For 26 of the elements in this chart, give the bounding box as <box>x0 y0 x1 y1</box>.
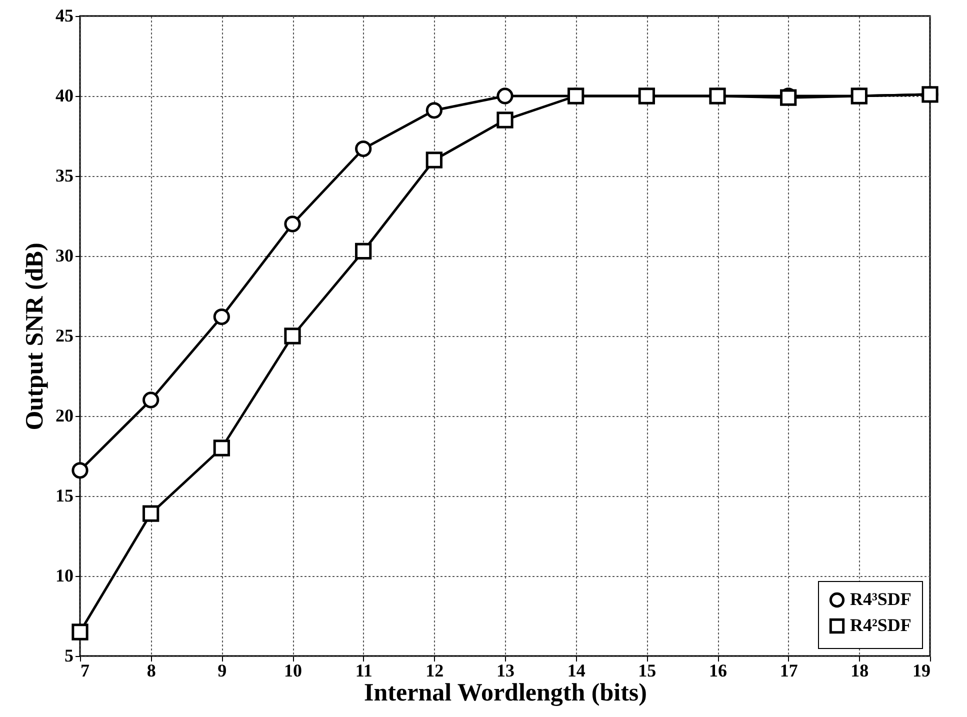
x-tick-label: 9 <box>218 660 227 680</box>
x-tick-label: 18 <box>850 660 869 680</box>
y-tick-label: 30 <box>56 246 74 266</box>
x-tick-label: 16 <box>709 660 727 680</box>
y-axis-title: Output SNR (dB) <box>22 242 48 430</box>
x-tick-label: 12 <box>426 660 444 680</box>
y-tick-label: 25 <box>56 326 74 346</box>
x-tick-label: 7 <box>80 660 90 680</box>
x-tick-label: 17 <box>780 660 798 680</box>
legend-label: R4²SDF <box>850 615 912 635</box>
x-tick-label: 19 <box>912 660 930 680</box>
y-tick-label: 20 <box>56 406 74 426</box>
y-tick-label: 35 <box>56 166 74 186</box>
x-tick-label: 8 <box>146 660 156 680</box>
x-tick-label: 15 <box>638 660 656 680</box>
y-tick-label: 45 <box>56 6 74 26</box>
y-tick-label: 5 <box>64 646 74 666</box>
x-tick-label: 14 <box>567 660 586 680</box>
x-axis-title: Internal Wordlength (bits) <box>364 680 647 706</box>
legend-label: R4³SDF <box>850 589 912 609</box>
x-tick-label: 13 <box>496 660 514 680</box>
y-tick-label: 15 <box>56 486 74 506</box>
x-tick-label: 10 <box>284 660 302 680</box>
y-tick-label: 40 <box>56 86 74 106</box>
y-tick-label: 10 <box>56 566 74 586</box>
x-tick-label: 11 <box>355 660 372 680</box>
